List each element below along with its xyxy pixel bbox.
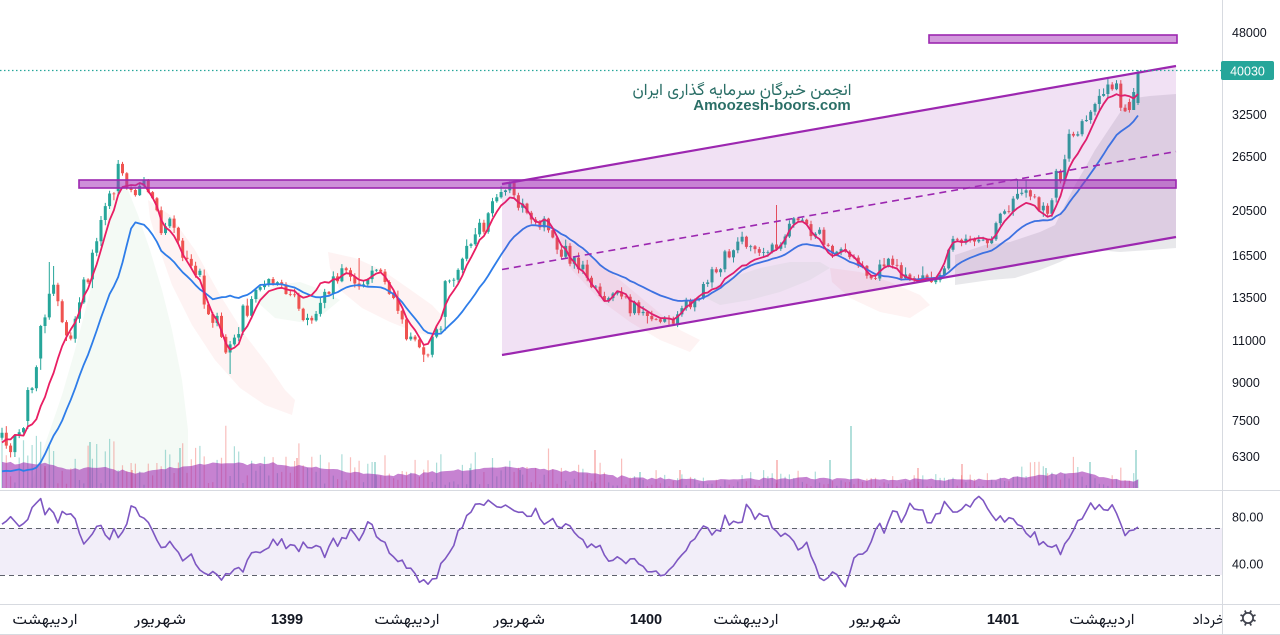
svg-text:26500: 26500 bbox=[1232, 150, 1267, 164]
svg-text:40.00: 40.00 bbox=[1232, 558, 1263, 572]
svg-text:20500: 20500 bbox=[1232, 204, 1267, 218]
svg-text:16500: 16500 bbox=[1232, 249, 1267, 263]
svg-text:40030: 40030 bbox=[1230, 65, 1265, 79]
svg-text:9000: 9000 bbox=[1232, 376, 1260, 390]
svg-text:11000: 11000 bbox=[1232, 334, 1266, 348]
svg-text:1401: 1401 bbox=[987, 612, 1019, 628]
svg-text:Amoozesh-boors.com: Amoozesh-boors.com bbox=[693, 97, 851, 114]
svg-text:1400: 1400 bbox=[630, 612, 662, 628]
svg-text:1399: 1399 bbox=[271, 612, 303, 628]
svg-text:80.00: 80.00 bbox=[1232, 511, 1263, 525]
svg-text:6300: 6300 bbox=[1232, 450, 1260, 464]
svg-text:32500: 32500 bbox=[1232, 108, 1267, 122]
svg-text:7500: 7500 bbox=[1232, 414, 1260, 428]
svg-text:13500: 13500 bbox=[1232, 291, 1267, 305]
svg-text:48000: 48000 bbox=[1232, 26, 1267, 40]
